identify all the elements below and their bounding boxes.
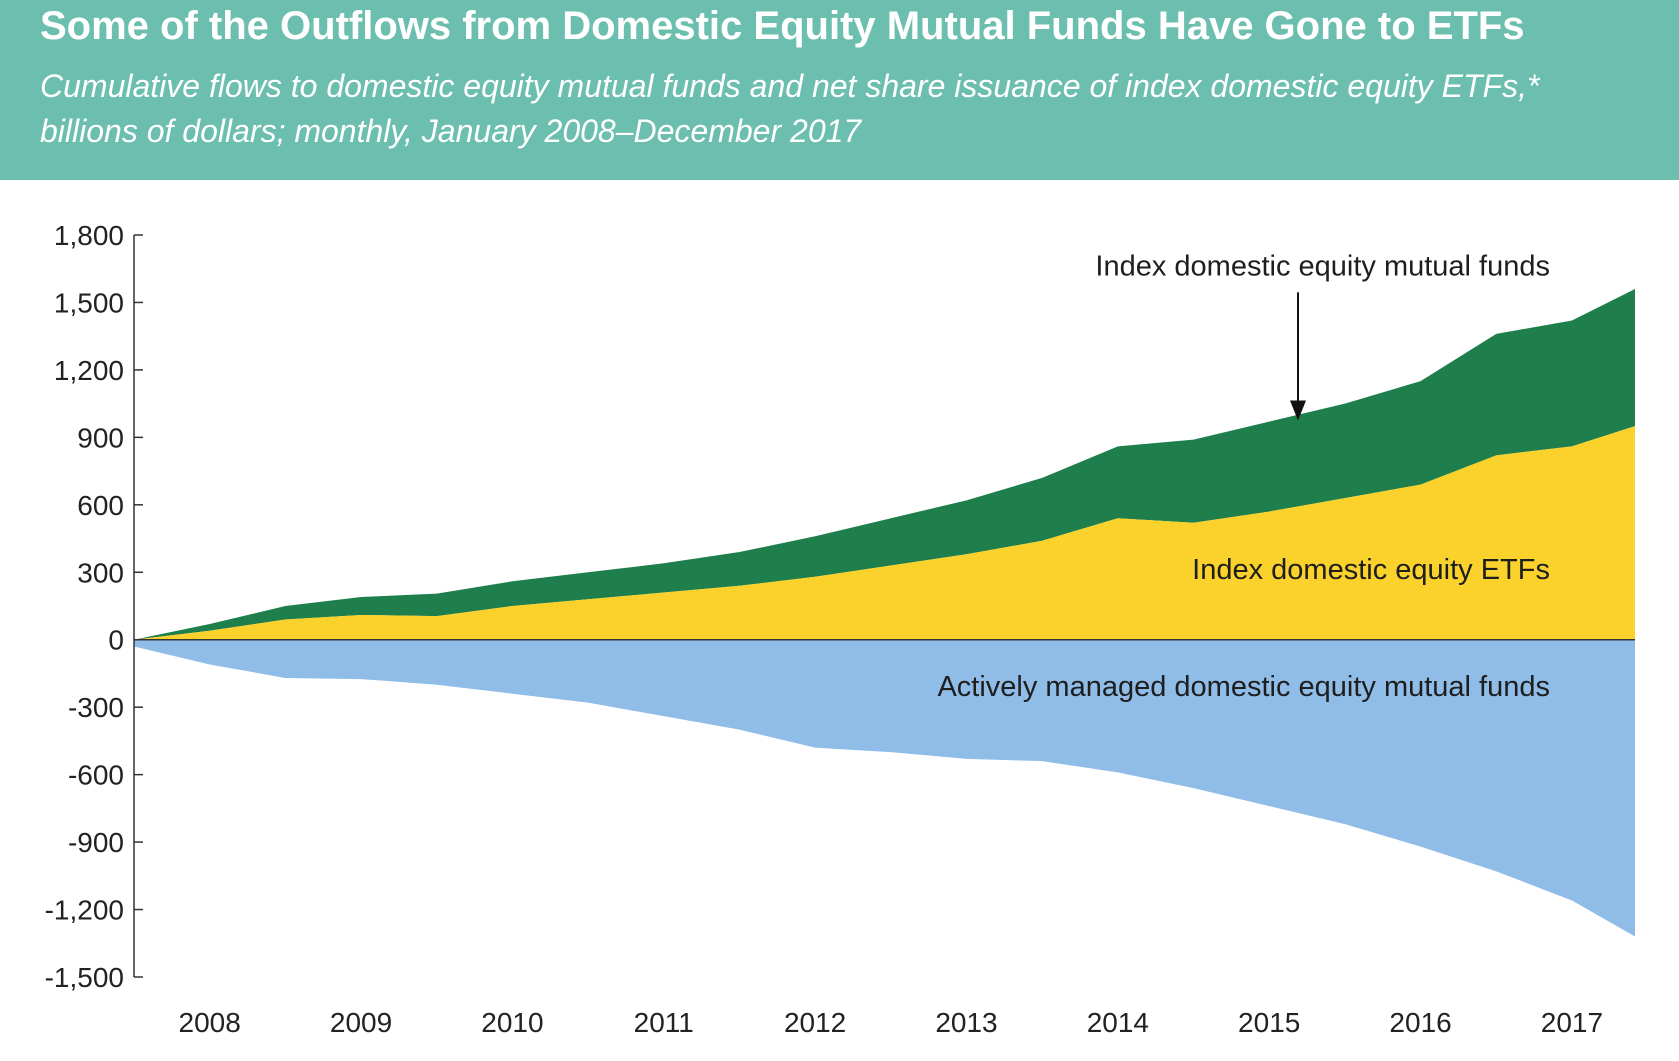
y-axis-ticks: 1,800 1,500 1,200 900 600 300 0 -300 -600 -900 -1,… [45,220,143,993]
chart-header: Some of the Outflows from Domestic Equit… [0,0,1679,180]
y-tick-label: 0 [108,625,124,656]
x-tick-label: 2017 [1541,1007,1603,1038]
chart-title: Some of the Outflows from Domestic Equit… [40,4,1525,48]
x-axis-ticks: 2008 2009 2010 2011 2012 2013 2014 2015 2016 2017 [179,1007,1604,1038]
x-tick-label: 2009 [330,1007,392,1038]
label-index-etfs: Index domestic equity ETFs [1192,554,1550,586]
chart-subtitle: Cumulative flows to domestic equity mutu… [40,68,1540,149]
x-tick-label: 2014 [1087,1007,1149,1038]
x-tick-label: 2013 [935,1007,997,1038]
y-tick-label: 1,500 [54,287,124,318]
y-tick-label: -600 [68,760,124,791]
y-tick-label: -1,200 [45,895,124,926]
area-active-mutual-funds [134,639,1635,937]
y-tick-label: 1,800 [54,220,124,251]
x-tick-label: 2016 [1389,1007,1451,1038]
label-index-mutual-funds: Index domestic equity mutual funds [1095,250,1550,282]
y-tick-label: 300 [77,557,124,588]
area-index-etfs [134,426,1635,640]
x-tick-label: 2010 [481,1007,543,1038]
annotation-arrow-head [1290,400,1306,421]
x-tick-label: 2015 [1238,1007,1300,1038]
y-tick-label: 900 [77,422,124,453]
area-index-mutual-funds [134,288,1635,640]
y-tick-label: 1,200 [54,355,124,386]
y-tick-label: -1,500 [45,962,124,993]
x-tick-label: 2012 [784,1007,846,1038]
x-tick-label: 2011 [634,1007,694,1038]
area-chart: 1,800 1,500 1,200 900 600 300 0 -300 -600 -900 -1,… [45,220,1635,1038]
series-areas [134,288,1635,937]
y-tick-label: 600 [77,490,124,521]
y-tick-label: -900 [68,827,124,858]
axes [133,235,1635,977]
series-labels: Index domestic equity mutual funds Index… [937,250,1550,702]
y-tick-label: -300 [68,692,124,723]
x-tick-label: 2008 [179,1007,241,1038]
label-active-mutual-funds: Actively managed domestic equity mutual … [937,671,1550,703]
